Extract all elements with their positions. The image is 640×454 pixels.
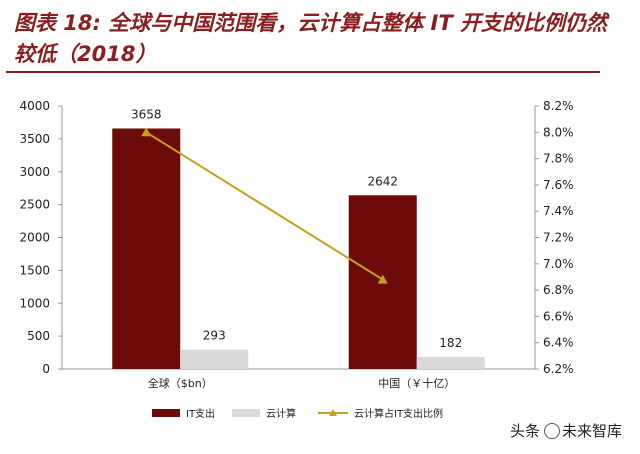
watermark-prefix: 头条 xyxy=(510,422,541,440)
legend-marker-cloud-ratio xyxy=(329,409,337,416)
y-tick-label-right: 7.4% xyxy=(543,204,574,218)
title-divider xyxy=(6,71,600,73)
legend-label-cloud-spend: 云计算 xyxy=(266,407,296,420)
y-tick-label-right: 8.0% xyxy=(543,125,574,139)
y-tick-label-right: 6.4% xyxy=(543,336,574,350)
watermark-name: 未来智库 xyxy=(562,422,623,440)
x-category-label: 全球（$bn） xyxy=(148,376,213,390)
y-tick-label-right: 6.8% xyxy=(543,283,574,297)
y-tick-label-left: 2500 xyxy=(19,198,50,212)
bar-cloud-spend xyxy=(180,349,249,369)
y-tick-label-left: 3500 xyxy=(19,132,50,146)
legend-swatch-cloud-spend xyxy=(232,409,260,417)
y-tick-label-right: 7.0% xyxy=(543,257,574,271)
y-tick-label-left: 500 xyxy=(27,329,50,343)
bar-it-spend xyxy=(112,128,181,369)
wechat-icon xyxy=(544,423,561,439)
y-tick-label-left: 1000 xyxy=(19,296,50,310)
y-tick-label-left: 2000 xyxy=(19,231,50,245)
y-tick-label-left: 1500 xyxy=(19,263,50,277)
line-point-cloud-ratio xyxy=(377,274,388,284)
y-tick-label-right: 7.6% xyxy=(543,178,574,192)
data-label-cloud-spend: 293 xyxy=(203,329,226,343)
y-tick-label-right: 8.2% xyxy=(543,99,574,113)
y-tick-label-right: 6.6% xyxy=(543,309,574,323)
y-tick-label-right: 6.2% xyxy=(543,362,574,376)
bar-cloud-spend xyxy=(416,357,485,369)
line-cloud-ratio xyxy=(145,131,384,281)
line-point-cloud-ratio xyxy=(141,127,152,137)
data-label-it-spend: 3658 xyxy=(131,107,162,121)
data-label-cloud-spend: 182 xyxy=(439,336,462,350)
legend-swatch-it-spend xyxy=(152,409,180,417)
legend-label-cloud-ratio: 云计算占IT支出比例 xyxy=(354,407,443,420)
x-category-label: 中国（￥十亿） xyxy=(378,376,455,390)
y-tick-label-left: 0 xyxy=(42,362,50,376)
watermark: 头条 未来智库 xyxy=(510,420,622,441)
y-tick-label-right: 7.8% xyxy=(543,152,574,166)
y-tick-label-left: 3000 xyxy=(19,165,50,179)
data-label-it-spend: 2642 xyxy=(367,174,398,188)
y-tick-label-right: 7.2% xyxy=(543,231,574,245)
legend-label-it-spend: IT支出 xyxy=(186,407,215,420)
y-tick-label-left: 4000 xyxy=(19,99,50,113)
chart-title: 图表 18: 全球与中国范围看，云计算占整体 IT 开支的比例仍然较低（2018… xyxy=(14,11,608,66)
